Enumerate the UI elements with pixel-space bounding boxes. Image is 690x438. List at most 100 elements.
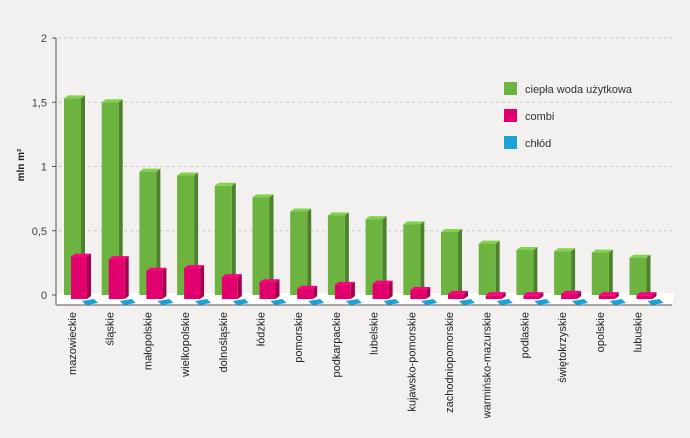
bar-side	[231, 182, 236, 295]
bar-top	[290, 208, 312, 212]
x-axis-categories: mazowieckie śląskie małopolskie wielkopolsk…	[67, 312, 645, 419]
bar-side	[388, 280, 393, 299]
bar-top	[523, 292, 544, 296]
bar-front	[221, 277, 238, 299]
bar-12-chlod	[534, 299, 551, 305]
bar-9-combi	[410, 287, 431, 299]
bar-top	[448, 290, 468, 294]
bar-6-combi	[297, 285, 318, 299]
bar-front	[101, 102, 119, 295]
bar-top	[372, 280, 393, 284]
category-label: opolskie	[595, 312, 607, 352]
bar-side	[307, 208, 312, 295]
bar-12-cwu	[516, 247, 538, 295]
bar-flat	[421, 299, 438, 305]
category-label: świętokrzyskie	[557, 312, 569, 383]
bar-flat	[157, 299, 174, 305]
bar-top	[334, 281, 355, 285]
category-label: kujawsko-pomorskie	[406, 312, 418, 412]
bar-11-cwu	[478, 240, 500, 295]
bar-flat	[119, 299, 136, 305]
bar-3-combi	[184, 265, 205, 299]
y-tick-label: 1	[41, 162, 47, 174]
bar-2-combi	[146, 267, 167, 299]
bar-flat	[496, 299, 513, 305]
bar-top	[591, 249, 613, 253]
bar-top	[636, 292, 657, 296]
legend-label: ciepła woda użytkowa	[525, 84, 633, 96]
bar-flat	[270, 299, 287, 305]
bar-front	[636, 295, 653, 299]
bar-0-combi	[71, 253, 91, 299]
bar-side	[420, 221, 425, 295]
bar-front	[259, 282, 276, 299]
legend-swatch	[504, 82, 517, 95]
bar-front	[177, 175, 195, 295]
bar-top	[629, 254, 651, 258]
bar-front	[108, 259, 125, 299]
bar-top	[221, 274, 242, 278]
legend: ciepła woda użytkowa combi chłód	[504, 82, 633, 150]
bar-front	[146, 270, 163, 299]
bar-front	[485, 295, 502, 299]
bar-flat	[232, 299, 249, 305]
bar-front	[297, 288, 314, 299]
bar-front	[554, 251, 572, 295]
bar-top	[561, 290, 582, 294]
bar-flat	[609, 299, 626, 305]
bar-front	[365, 219, 383, 295]
bar-side	[118, 99, 123, 295]
bar-3-cwu	[177, 172, 199, 295]
bar-side	[539, 292, 544, 299]
bar-10-chlod	[459, 299, 475, 305]
floor-plane	[56, 293, 675, 305]
bar-top	[146, 267, 167, 271]
bar-top	[478, 240, 500, 244]
bar-side	[571, 248, 576, 295]
bar-front	[516, 250, 534, 295]
bar-14-combi	[598, 292, 619, 299]
chart-floor	[56, 293, 675, 306]
bar-top	[297, 285, 318, 289]
bar-side	[156, 168, 161, 295]
bar-front	[441, 232, 458, 295]
bar-front	[290, 211, 308, 295]
bar-3-chlod	[195, 299, 212, 305]
bar-front	[629, 257, 647, 295]
bar-flat	[459, 299, 475, 305]
bar-side	[269, 194, 274, 295]
bar-0-chlod	[82, 299, 98, 305]
bar-8-chlod	[383, 299, 400, 305]
bar-7-cwu	[327, 212, 349, 295]
bar-top	[516, 247, 538, 251]
bar-top	[441, 229, 462, 233]
bar-4-combi	[221, 274, 242, 299]
bar-11-combi	[485, 292, 506, 299]
category-label: małopolskie	[142, 312, 154, 370]
bar-top	[410, 287, 431, 291]
category-label: pomorskie	[293, 312, 305, 363]
bar-15-chlod	[647, 299, 664, 305]
bar-13-combi	[561, 290, 582, 299]
bar-front	[561, 293, 578, 299]
bar-side	[533, 247, 538, 295]
bar-top	[403, 221, 425, 225]
bar-side	[81, 95, 85, 296]
bar-side	[382, 216, 387, 295]
bar-side	[426, 287, 431, 299]
bar-1-chlod	[119, 299, 136, 305]
bar-top	[485, 292, 506, 296]
bar-1-cwu	[101, 99, 123, 295]
bar-14-cwu	[591, 249, 613, 295]
category-label: podkarpackie	[331, 312, 343, 377]
y-axis-label: mln m²	[16, 148, 27, 181]
bar-side	[608, 249, 613, 295]
bars	[64, 95, 664, 305]
y-tick-label: 2	[41, 33, 47, 45]
bar-side	[458, 229, 462, 295]
bar-front	[327, 215, 345, 295]
bar-11-chlod	[496, 299, 513, 305]
bar-top	[365, 216, 387, 220]
bar-9-chlod	[421, 299, 438, 305]
category-label: śląskie	[105, 312, 117, 346]
